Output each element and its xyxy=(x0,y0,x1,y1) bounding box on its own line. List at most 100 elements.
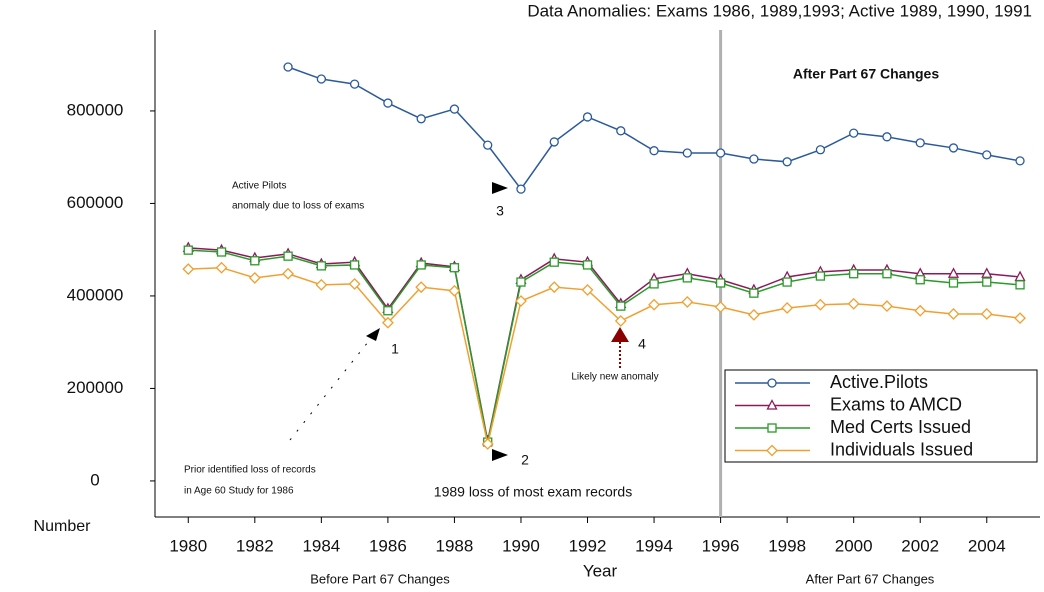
marker xyxy=(581,283,594,296)
marker xyxy=(449,263,460,273)
marker xyxy=(715,148,726,158)
x-tick-label: 1986 xyxy=(369,536,407,555)
marker xyxy=(582,260,593,270)
marker xyxy=(248,271,261,284)
x-tick-label: 1990 xyxy=(502,536,540,555)
x-tick-label: 1994 xyxy=(635,536,673,555)
annotation: Before Part 67 Changes xyxy=(310,571,450,586)
y-tick-label: 200000 xyxy=(67,378,124,397)
marker xyxy=(315,278,328,291)
annotation: After Part 67 Changes xyxy=(806,571,935,586)
marker xyxy=(416,114,426,124)
marker xyxy=(980,308,993,320)
marker xyxy=(815,145,826,155)
marker xyxy=(616,126,626,136)
marker xyxy=(449,104,460,114)
marker xyxy=(1014,312,1026,325)
marker xyxy=(282,267,295,280)
y-tick-label: 800000 xyxy=(67,100,124,119)
marker xyxy=(766,399,778,410)
marker xyxy=(782,277,792,287)
marker xyxy=(982,150,992,160)
x-tick-label: 1980 xyxy=(169,536,207,555)
marker xyxy=(681,296,694,308)
marker xyxy=(947,308,960,320)
chart-title: Data Anomalies: Exams 1986, 1989,1993; A… xyxy=(527,1,1032,20)
marker xyxy=(767,423,777,433)
marker xyxy=(947,267,960,278)
marker xyxy=(1015,280,1025,290)
annotation: Likely new anomaly xyxy=(571,372,658,383)
marker xyxy=(882,269,892,279)
marker xyxy=(582,112,593,122)
marker xyxy=(914,304,927,317)
marker xyxy=(881,300,893,313)
annotation: anomaly due to loss of exams xyxy=(232,201,364,212)
arrow-4-head xyxy=(611,327,629,342)
marker xyxy=(183,245,193,255)
x-tick-label: 1982 xyxy=(236,536,274,555)
x-axis-label: Year xyxy=(583,561,618,580)
marker xyxy=(516,184,526,194)
marker xyxy=(649,279,659,289)
legend-label: Exams to AMCD xyxy=(830,394,962,414)
series-line xyxy=(188,249,1021,443)
marker xyxy=(448,284,461,297)
annotation: Active Pilots xyxy=(232,181,286,192)
marker xyxy=(548,281,561,294)
arrow-3 xyxy=(492,182,508,194)
marker xyxy=(182,263,195,276)
annotation: 4 xyxy=(638,336,646,352)
marker xyxy=(516,277,526,287)
x-tick-label: 2002 xyxy=(901,536,939,555)
marker xyxy=(982,277,992,287)
marker xyxy=(216,247,227,257)
arrow-1-head xyxy=(366,328,380,341)
marker xyxy=(882,132,892,142)
marker xyxy=(648,298,660,311)
x-tick-label: 1984 xyxy=(302,536,340,555)
marker xyxy=(316,74,327,84)
marker xyxy=(1015,156,1025,166)
legend-label: Individuals Issued xyxy=(830,439,973,459)
x-tick-label: 1988 xyxy=(436,536,474,555)
marker xyxy=(348,277,361,290)
x-tick-label: 2004 xyxy=(968,536,1006,555)
x-tick-label: 2000 xyxy=(835,536,873,555)
marker xyxy=(614,314,627,327)
marker xyxy=(749,288,759,298)
marker xyxy=(383,306,393,316)
marker xyxy=(915,138,925,148)
arrow-1-line xyxy=(289,336,373,441)
marker xyxy=(849,128,859,138)
marker xyxy=(549,137,559,147)
marker xyxy=(847,297,860,310)
marker xyxy=(682,273,692,283)
marker xyxy=(849,269,859,279)
marker xyxy=(915,275,925,285)
x-tick-label: 1992 xyxy=(569,536,607,555)
marker xyxy=(948,143,959,153)
marker xyxy=(316,261,327,271)
marker xyxy=(682,148,692,158)
legend-label: Active.Pilots xyxy=(830,372,928,392)
series-line xyxy=(188,247,1021,442)
marker xyxy=(766,444,778,457)
x-tick-label: 1998 xyxy=(768,536,806,555)
annotation: 2 xyxy=(521,452,529,468)
annotation: Prior identified loss of records xyxy=(184,465,316,476)
marker xyxy=(616,301,626,311)
marker xyxy=(767,378,777,388)
marker xyxy=(747,308,760,321)
annotation: 3 xyxy=(496,203,504,219)
marker xyxy=(383,98,393,108)
legend-label: Med Certs Issued xyxy=(830,417,971,437)
marker xyxy=(782,157,792,167)
marker xyxy=(715,278,726,288)
marker xyxy=(415,281,428,294)
marker xyxy=(948,278,959,288)
marker xyxy=(814,298,827,311)
